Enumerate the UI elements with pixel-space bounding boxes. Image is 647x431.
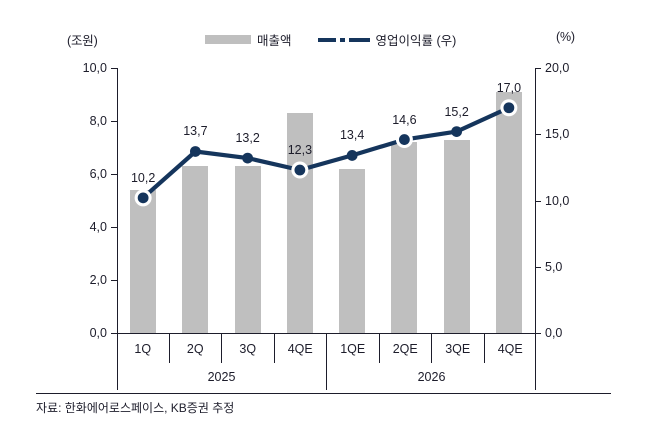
op-margin-polyline	[141, 105, 511, 200]
op-margin-markers	[134, 99, 518, 207]
x-label-3q-2025: 3Q	[222, 334, 275, 363]
right-axis-tick	[535, 68, 541, 69]
marker-point	[137, 192, 149, 204]
marker-point	[242, 152, 254, 164]
marker-point	[346, 150, 358, 161]
x-axis-line	[117, 333, 536, 334]
legend-label-op-margin: 영업이익률 (우)	[375, 34, 457, 48]
left-axis-tick-label: 8,0	[89, 114, 107, 128]
x-axis-year-row: 2025 2026	[117, 363, 536, 390]
footer-divider	[36, 393, 611, 394]
left-axis-tick-label: 0,0	[89, 326, 107, 340]
dash-dot-line-icon	[317, 35, 370, 45]
bar-3qe-2026	[443, 139, 470, 333]
x-label-3qe-2026: 3QE	[432, 334, 485, 363]
x-axis-right-border	[535, 334, 536, 390]
bar-2qe-2026	[391, 142, 418, 333]
bar-4qe-2025	[286, 113, 313, 333]
data-label-3q-2025: 13,2	[235, 131, 260, 146]
legend-item-op-margin: 영업이익률 (우)	[317, 30, 457, 49]
left-axis-tick	[111, 121, 117, 122]
left-axis-tick-label: 6,0	[89, 167, 107, 181]
line-series-op-margin	[134, 99, 518, 207]
x-label-4qe-2026: 4QE	[497, 341, 523, 356]
marker-point	[189, 146, 201, 157]
bar-4qe-2026	[495, 91, 522, 333]
left-axis-line	[117, 68, 118, 333]
right-axis-tick	[535, 266, 541, 268]
x-label-2qe-2026: 2QE	[380, 334, 432, 363]
right-axis-tick-label: 0,0	[545, 326, 563, 340]
marker-point	[398, 134, 410, 145]
right-axis-unit-label: (%)	[556, 30, 575, 44]
left-axis-tick-label: 4,0	[89, 220, 107, 234]
right-axis-tick-label: 10,0	[545, 193, 570, 208]
x-group-label-2025: 2025	[117, 363, 327, 390]
data-label-4qe-2025: 12,3	[287, 143, 313, 158]
marker-point	[503, 102, 515, 114]
right-axis-tick-label: 5,0	[545, 259, 563, 274]
bar-3q-2025	[234, 166, 261, 333]
x-axis-labels: 1Q 2Q 3Q 4QE 1QE 2QE 3QE 4QE 2025 2026	[117, 334, 536, 390]
data-label-2qe-2026: 14,6	[392, 112, 417, 127]
left-axis-tick	[111, 68, 117, 69]
plot-area: 0,0 2,0 4,0 6,0 8,0 10,0 0,0 5,0 10,0 15,0 20,0 1…	[83, 62, 570, 339]
right-axis-tick	[535, 134, 541, 136]
left-axis-tick-label: 10,0	[82, 61, 107, 75]
bar-swatch-icon	[205, 35, 251, 44]
left-axis-tick	[111, 227, 117, 228]
x-label-1qe-2026: 1QE	[327, 334, 380, 363]
x-label-2q-2025: 2Q	[170, 334, 222, 363]
x-label-1q-2025: 1Q	[117, 334, 170, 363]
left-axis-tick	[111, 280, 117, 281]
right-axis-tick	[535, 333, 541, 334]
data-label-4qe-2026: 17,0	[496, 80, 522, 95]
x-label-4qe-2025: 4QE	[275, 334, 327, 363]
marker-point	[294, 164, 306, 176]
x-group-label-2026: 2026	[417, 369, 446, 384]
left-axis-unit-label: (조원)	[67, 34, 98, 48]
data-label-1qe-2026: 13,4	[339, 128, 365, 143]
left-axis-tick	[111, 174, 117, 175]
chart-legend: 매출액 영업이익률 (우)	[205, 30, 456, 49]
right-axis-tick-label: 15,0	[545, 127, 570, 142]
legend-item-revenue: 매출액	[205, 30, 292, 49]
legend-label-revenue: 매출액	[257, 34, 292, 48]
bar-1q-2025	[130, 189, 157, 333]
source-note: 자료: 한화에어로스페이스, KB증권 추정	[36, 401, 235, 415]
data-label-3qe-2026: 15,2	[444, 104, 469, 119]
left-axis-tick	[111, 333, 117, 334]
bar-1qe-2026	[339, 168, 366, 333]
data-label-2q-2025: 13,7	[183, 124, 208, 139]
data-label-1q-2025: 10,2	[130, 170, 156, 185]
bar-2q-2025	[182, 166, 209, 333]
x-axis-quarter-row: 1Q 2Q 3Q 4QE 1QE 2QE 3QE 4QE	[117, 334, 536, 363]
x-axis-left-border	[117, 334, 118, 390]
marker-point	[451, 126, 463, 137]
right-axis-tick	[535, 200, 541, 202]
left-axis-tick-label: 2,0	[89, 273, 107, 287]
right-axis-tick-label: 20,0	[545, 61, 570, 75]
